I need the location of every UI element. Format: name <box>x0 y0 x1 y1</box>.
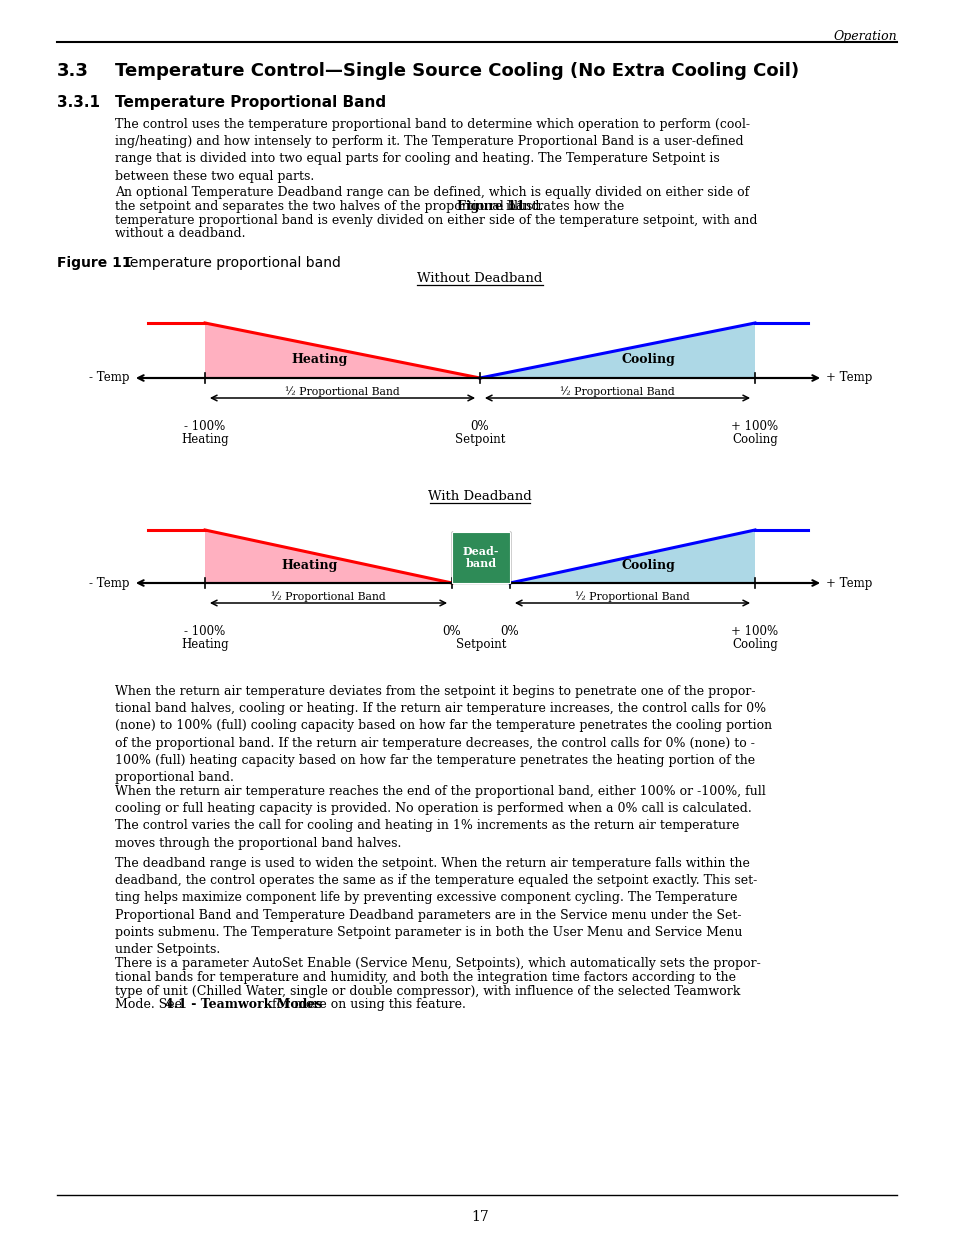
Text: - 100%: - 100% <box>184 420 226 433</box>
Text: Cooling: Cooling <box>731 638 777 651</box>
Text: When the return air temperature deviates from the setpoint it begins to penetrat: When the return air temperature deviates… <box>115 685 771 784</box>
Text: 3.3.1: 3.3.1 <box>57 95 100 110</box>
Text: 0%: 0% <box>470 420 489 433</box>
Text: Cooling: Cooling <box>620 558 674 572</box>
Text: The deadband range is used to widen the setpoint. When the return air temperatur: The deadband range is used to widen the … <box>115 857 757 956</box>
Text: 17: 17 <box>471 1210 488 1224</box>
Text: without a deadband.: without a deadband. <box>115 227 245 241</box>
Polygon shape <box>205 324 479 378</box>
Text: - Temp: - Temp <box>90 372 130 384</box>
Text: Heating: Heating <box>281 558 337 572</box>
Text: + 100%: + 100% <box>731 420 778 433</box>
Text: illustrates how the: illustrates how the <box>502 200 624 212</box>
Text: Dead-
band: Dead- band <box>462 546 498 569</box>
Text: Heating: Heating <box>181 638 229 651</box>
Text: When the return air temperature reaches the end of the proportional band, either: When the return air temperature reaches … <box>115 785 765 850</box>
Text: ½ Proportional Band: ½ Proportional Band <box>559 387 674 396</box>
Text: 0%: 0% <box>500 625 518 638</box>
Text: + Temp: + Temp <box>825 372 871 384</box>
Text: type of unit (Chilled Water, single or double compressor), with influence of the: type of unit (Chilled Water, single or d… <box>115 984 740 998</box>
Text: ½ Proportional Band: ½ Proportional Band <box>575 592 689 601</box>
Text: tional bands for temperature and humidity, and both the integration time factors: tional bands for temperature and humidit… <box>115 971 735 984</box>
Text: + 100%: + 100% <box>731 625 778 638</box>
Text: With Deadband: With Deadband <box>428 490 532 503</box>
Text: Temperature Proportional Band: Temperature Proportional Band <box>115 95 386 110</box>
Text: The control uses the temperature proportional band to determine which operation : The control uses the temperature proport… <box>115 119 749 183</box>
Polygon shape <box>479 324 754 378</box>
Text: ½ Proportional Band: ½ Proportional Band <box>271 592 385 601</box>
Text: - Temp: - Temp <box>90 577 130 589</box>
Polygon shape <box>510 530 754 583</box>
Text: An optional Temperature Deadband range can be defined, which is equally divided : An optional Temperature Deadband range c… <box>115 186 748 199</box>
Bar <box>452 532 510 583</box>
Text: for more on using this feature.: for more on using this feature. <box>268 998 466 1011</box>
Text: Temperature proportional band: Temperature proportional band <box>114 256 340 270</box>
Text: Setpoint: Setpoint <box>455 433 505 446</box>
Text: Setpoint: Setpoint <box>456 638 506 651</box>
Text: Cooling: Cooling <box>620 353 674 367</box>
Text: - 100%: - 100% <box>184 625 226 638</box>
Text: Cooling: Cooling <box>731 433 777 446</box>
Text: There is a parameter AutoSet Enable (Service Menu, Setpoints), which automatical: There is a parameter AutoSet Enable (Ser… <box>115 957 760 969</box>
Text: 0%: 0% <box>442 625 461 638</box>
Text: Figure 11: Figure 11 <box>456 200 524 212</box>
Text: Operation: Operation <box>833 30 896 43</box>
Polygon shape <box>205 530 452 583</box>
Text: temperature proportional band is evenly divided on either side of the temperatur: temperature proportional band is evenly … <box>115 214 757 226</box>
Text: 4.1 - Teamwork Modes: 4.1 - Teamwork Modes <box>165 998 322 1011</box>
Text: Without Deadband: Without Deadband <box>416 272 542 285</box>
Text: Heating: Heating <box>292 353 348 367</box>
Text: 3.3: 3.3 <box>57 62 89 80</box>
Text: Heating: Heating <box>181 433 229 446</box>
Text: the setpoint and separates the two halves of the proportional band.: the setpoint and separates the two halve… <box>115 200 547 212</box>
Text: Temperature Control—Single Source Cooling (No Extra Cooling Coil): Temperature Control—Single Source Coolin… <box>115 62 799 80</box>
Text: + Temp: + Temp <box>825 577 871 589</box>
Text: Figure 11: Figure 11 <box>57 256 132 270</box>
Text: ½ Proportional Band: ½ Proportional Band <box>285 387 399 396</box>
Text: Mode. See: Mode. See <box>115 998 186 1011</box>
